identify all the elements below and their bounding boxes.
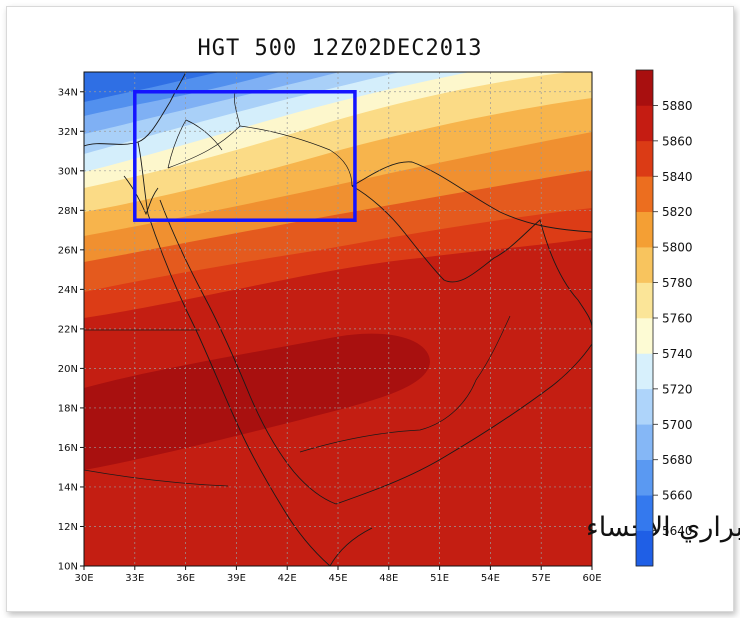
lon-tick-label: 51E (430, 573, 449, 584)
lat-tick-label: 30N (58, 166, 78, 177)
lon-tick-label: 42E (278, 573, 297, 584)
lon-tick-label: 45E (328, 573, 347, 584)
lat-tick-label: 34N (58, 87, 78, 98)
colorbar-swatch (636, 459, 653, 496)
colorbar-label: 5820 (662, 205, 693, 219)
egypt-coast (137, 141, 331, 566)
band-5660 (84, 72, 220, 102)
oman-border (475, 315, 511, 381)
lon-tick-label: 48E (379, 573, 398, 584)
colorbar-label: 5640 (662, 524, 693, 538)
lat-tick-label: 22N (58, 324, 78, 335)
colorbar-swatch (636, 247, 653, 283)
lat-tick-label: 10N (58, 562, 78, 573)
colorbar-swatch (636, 70, 653, 106)
lat-tick-label: 12N (58, 522, 78, 533)
iraq-border (239, 125, 353, 187)
map-title: HGT 500 12Z02DEC2013 (197, 36, 483, 61)
lon-tick-label: 57E (532, 573, 551, 584)
colorbar-label: 5840 (662, 170, 693, 184)
colorbar-label: 5880 (662, 99, 693, 113)
lat-tick-label: 18N (58, 403, 78, 414)
lat-tick-label: 16N (58, 443, 78, 454)
longitude-ticks: 30E 33E 36E 39E 42E 45E 48E 51E 54E 57E 60E (74, 566, 602, 584)
coastlines (84, 72, 592, 566)
lon-tick-label: 30E (74, 573, 93, 584)
colorbar-swatch (636, 140, 653, 177)
colorbar-swatch (636, 211, 653, 248)
lon-tick-label: 39E (227, 573, 246, 584)
lon-tick-label: 33E (125, 573, 144, 584)
saudi-north-border (167, 89, 241, 169)
colorbar-swatch (636, 318, 653, 354)
colorbar-label: 5760 (662, 312, 693, 326)
grid-lines (84, 72, 592, 566)
iran-coast (351, 161, 592, 233)
highlight-box (133, 90, 357, 222)
colorbar-label: 5780 (662, 276, 693, 290)
latitude-ticks: 10N 12N 14N 16N 18N 20N 22N 24N 26N 28N 30N 32N 34N (58, 87, 84, 573)
colorbar-label: 5800 (662, 241, 693, 255)
yemen-border (299, 379, 477, 453)
colorbar-label: 5860 (662, 134, 693, 148)
colorbar-swatch (636, 495, 653, 531)
colorbar-label: 5720 (662, 382, 693, 396)
jordan-border (167, 119, 223, 169)
lat-tick-label: 28N (58, 206, 78, 217)
colorbar: 5640 5660 5680 5700 5720 5740 5760 5780 5800 5820… (635, 69, 693, 567)
horn-coast (329, 527, 373, 566)
colorbar-swatch (636, 282, 653, 319)
lat-tick-label: 14N (58, 482, 78, 493)
lon-tick-label: 36E (176, 573, 195, 584)
colorbar-swatch (636, 105, 653, 142)
colorbar-swatch (636, 176, 653, 213)
lon-tick-label: 54E (481, 573, 500, 584)
lat-tick-label: 26N (58, 245, 78, 256)
watermark-text: براري الاحساء (586, 512, 740, 543)
colorbar-swatch (636, 424, 653, 461)
lon-tick-label: 60E (582, 573, 601, 584)
colorbar-swatch (636, 530, 653, 567)
sinai-coast (123, 175, 159, 216)
colorbar-label: 5680 (662, 453, 693, 467)
lat-tick-label: 32N (58, 127, 78, 138)
gulf-coast (351, 185, 592, 329)
colorbar-label: 5660 (662, 489, 693, 503)
colorbar-label: 5740 (662, 347, 693, 361)
colorbar-swatch (636, 353, 653, 390)
lat-tick-label: 24N (58, 285, 78, 296)
sudan-border (84, 469, 229, 487)
borders (84, 89, 511, 487)
colorbar-label: 5700 (662, 418, 693, 432)
arabia-south-coast (335, 343, 592, 505)
lat-tick-label: 20N (58, 364, 78, 375)
arabia-west-coast (159, 199, 337, 505)
height-field (84, 72, 592, 566)
band-5880-core (84, 333, 430, 470)
levant-coast (84, 72, 187, 147)
colorbar-swatch (636, 388, 653, 425)
